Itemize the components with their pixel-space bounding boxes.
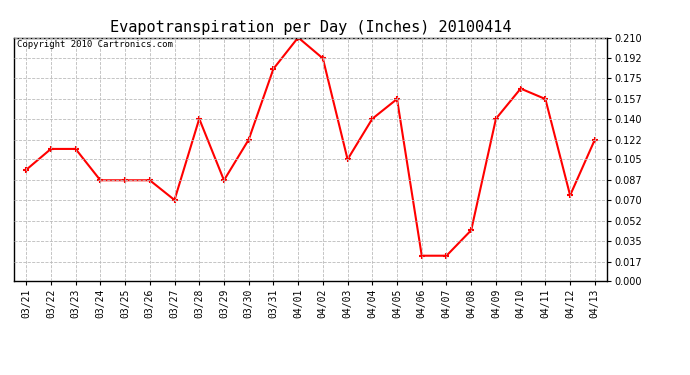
Text: Copyright 2010 Cartronics.com: Copyright 2010 Cartronics.com — [17, 40, 172, 49]
Title: Evapotranspiration per Day (Inches) 20100414: Evapotranspiration per Day (Inches) 2010… — [110, 20, 511, 35]
